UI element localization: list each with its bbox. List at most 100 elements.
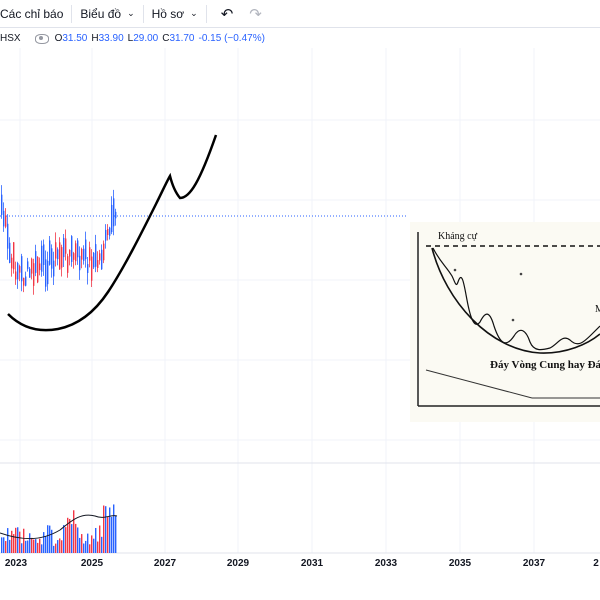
candle [55,242,57,259]
candle [107,228,109,235]
candle [53,260,55,277]
ohlc-legend: HSX O 31.50 H 33.90 L 29.00 C 31.70 -0.15 (−… [0,33,265,44]
indicators-button[interactable]: Các chỉ báo [0,0,71,27]
volume-bar [75,523,77,553]
change-value: -0.15 (−0.47%) [198,33,265,44]
volume-bar [59,538,61,553]
volume-bar [47,525,49,553]
candle [101,249,103,270]
redo-button[interactable]: ↷ [241,0,270,27]
volume-bar [51,529,53,553]
top-toolbar: Các chỉ báo Biểu đồ ⌄ Hồ sơ ⌄ ↶ ↷ [0,0,600,28]
time-axis-label: 2033 [374,558,398,569]
time-axis-label: 2 [593,558,599,569]
volume-bar [25,540,27,553]
volume-bar [57,540,59,553]
candle [27,261,29,269]
candle [33,263,35,286]
toolbar-divider [71,4,73,23]
volume-bars [0,504,118,553]
profile-label: Hồ sơ [151,6,185,21]
volume-bar [73,510,75,553]
candle [95,244,97,267]
candle [103,243,105,261]
time-axis-label: 2035 [448,558,472,569]
cup-drawing[interactable] [7,134,218,332]
undo-button[interactable]: ↶ [207,0,242,27]
candle [35,251,37,273]
profile-button[interactable]: Hồ sơ ⌄ [144,0,206,27]
candle [19,266,21,273]
candle [59,242,61,270]
candle [73,253,75,260]
candle [91,256,93,281]
candle [77,240,79,258]
volume-bar [33,539,35,553]
volume-bar [41,544,43,553]
time-axis-label: 2029 [226,558,250,569]
candle [65,238,67,254]
resistance-label: Kháng cự [438,231,478,242]
volume-bar [87,533,89,553]
volume-bar [101,536,103,553]
volume-bar [5,541,7,553]
candle [71,236,73,262]
candle [17,263,19,280]
low-value: 29.00 [133,33,159,44]
volume-bar [9,539,11,553]
volume-bar [15,527,17,553]
candle [111,204,113,233]
open-value: 31.50 [62,33,88,44]
candle [83,248,85,261]
volume-bar [113,504,115,553]
diagram-side-letter: M [595,304,600,315]
candle [61,247,63,268]
symbol-label[interactable]: HSX [0,33,21,44]
toolbar-divider [142,4,144,23]
volume-bar [63,525,65,553]
candle [1,194,3,215]
volume-bar [17,527,19,553]
eye-icon[interactable] [34,33,49,44]
volume-bar [77,527,79,553]
close-value: 31.70 [169,33,195,44]
volume-bar [49,525,51,553]
volume-bar [35,539,37,553]
time-axis-label: 2037 [522,558,546,569]
candle [47,260,49,285]
toolbar-divider [205,4,207,23]
rounding-bottom-image[interactable]: Kháng cự Đáy Vòng Cung hay Đá M [410,222,600,422]
time-axis-label: 2023 [4,558,28,569]
high-label: H [91,33,99,44]
volume-bar [67,517,69,553]
volume-trend-line [425,369,533,399]
candle [89,247,91,261]
chart-type-label: Biểu đồ [80,6,122,21]
candle [3,210,5,227]
candle [115,211,117,219]
candle [63,237,65,258]
volume-bar [7,528,9,553]
volume-bar [29,533,31,553]
candle [75,243,77,262]
candle [81,248,83,260]
candle [87,264,89,273]
candle [109,227,111,236]
candle [25,276,27,286]
time-axis-label: 2025 [80,558,104,569]
volume-bar [27,540,29,553]
candle [11,257,13,269]
volume-bar [79,537,81,553]
volume-bar [19,531,21,553]
candle [39,263,41,271]
diagram-dot [453,268,457,272]
chevron-down-icon: ⌄ [190,8,198,18]
volume-bar [55,543,57,553]
volume-bar [105,506,107,553]
time-axis-label: 2027 [153,558,177,569]
volume-bar [93,538,95,553]
candle [43,244,45,265]
chart-type-button[interactable]: Biểu đồ ⌄ [72,0,142,27]
volume-bar [71,524,73,553]
